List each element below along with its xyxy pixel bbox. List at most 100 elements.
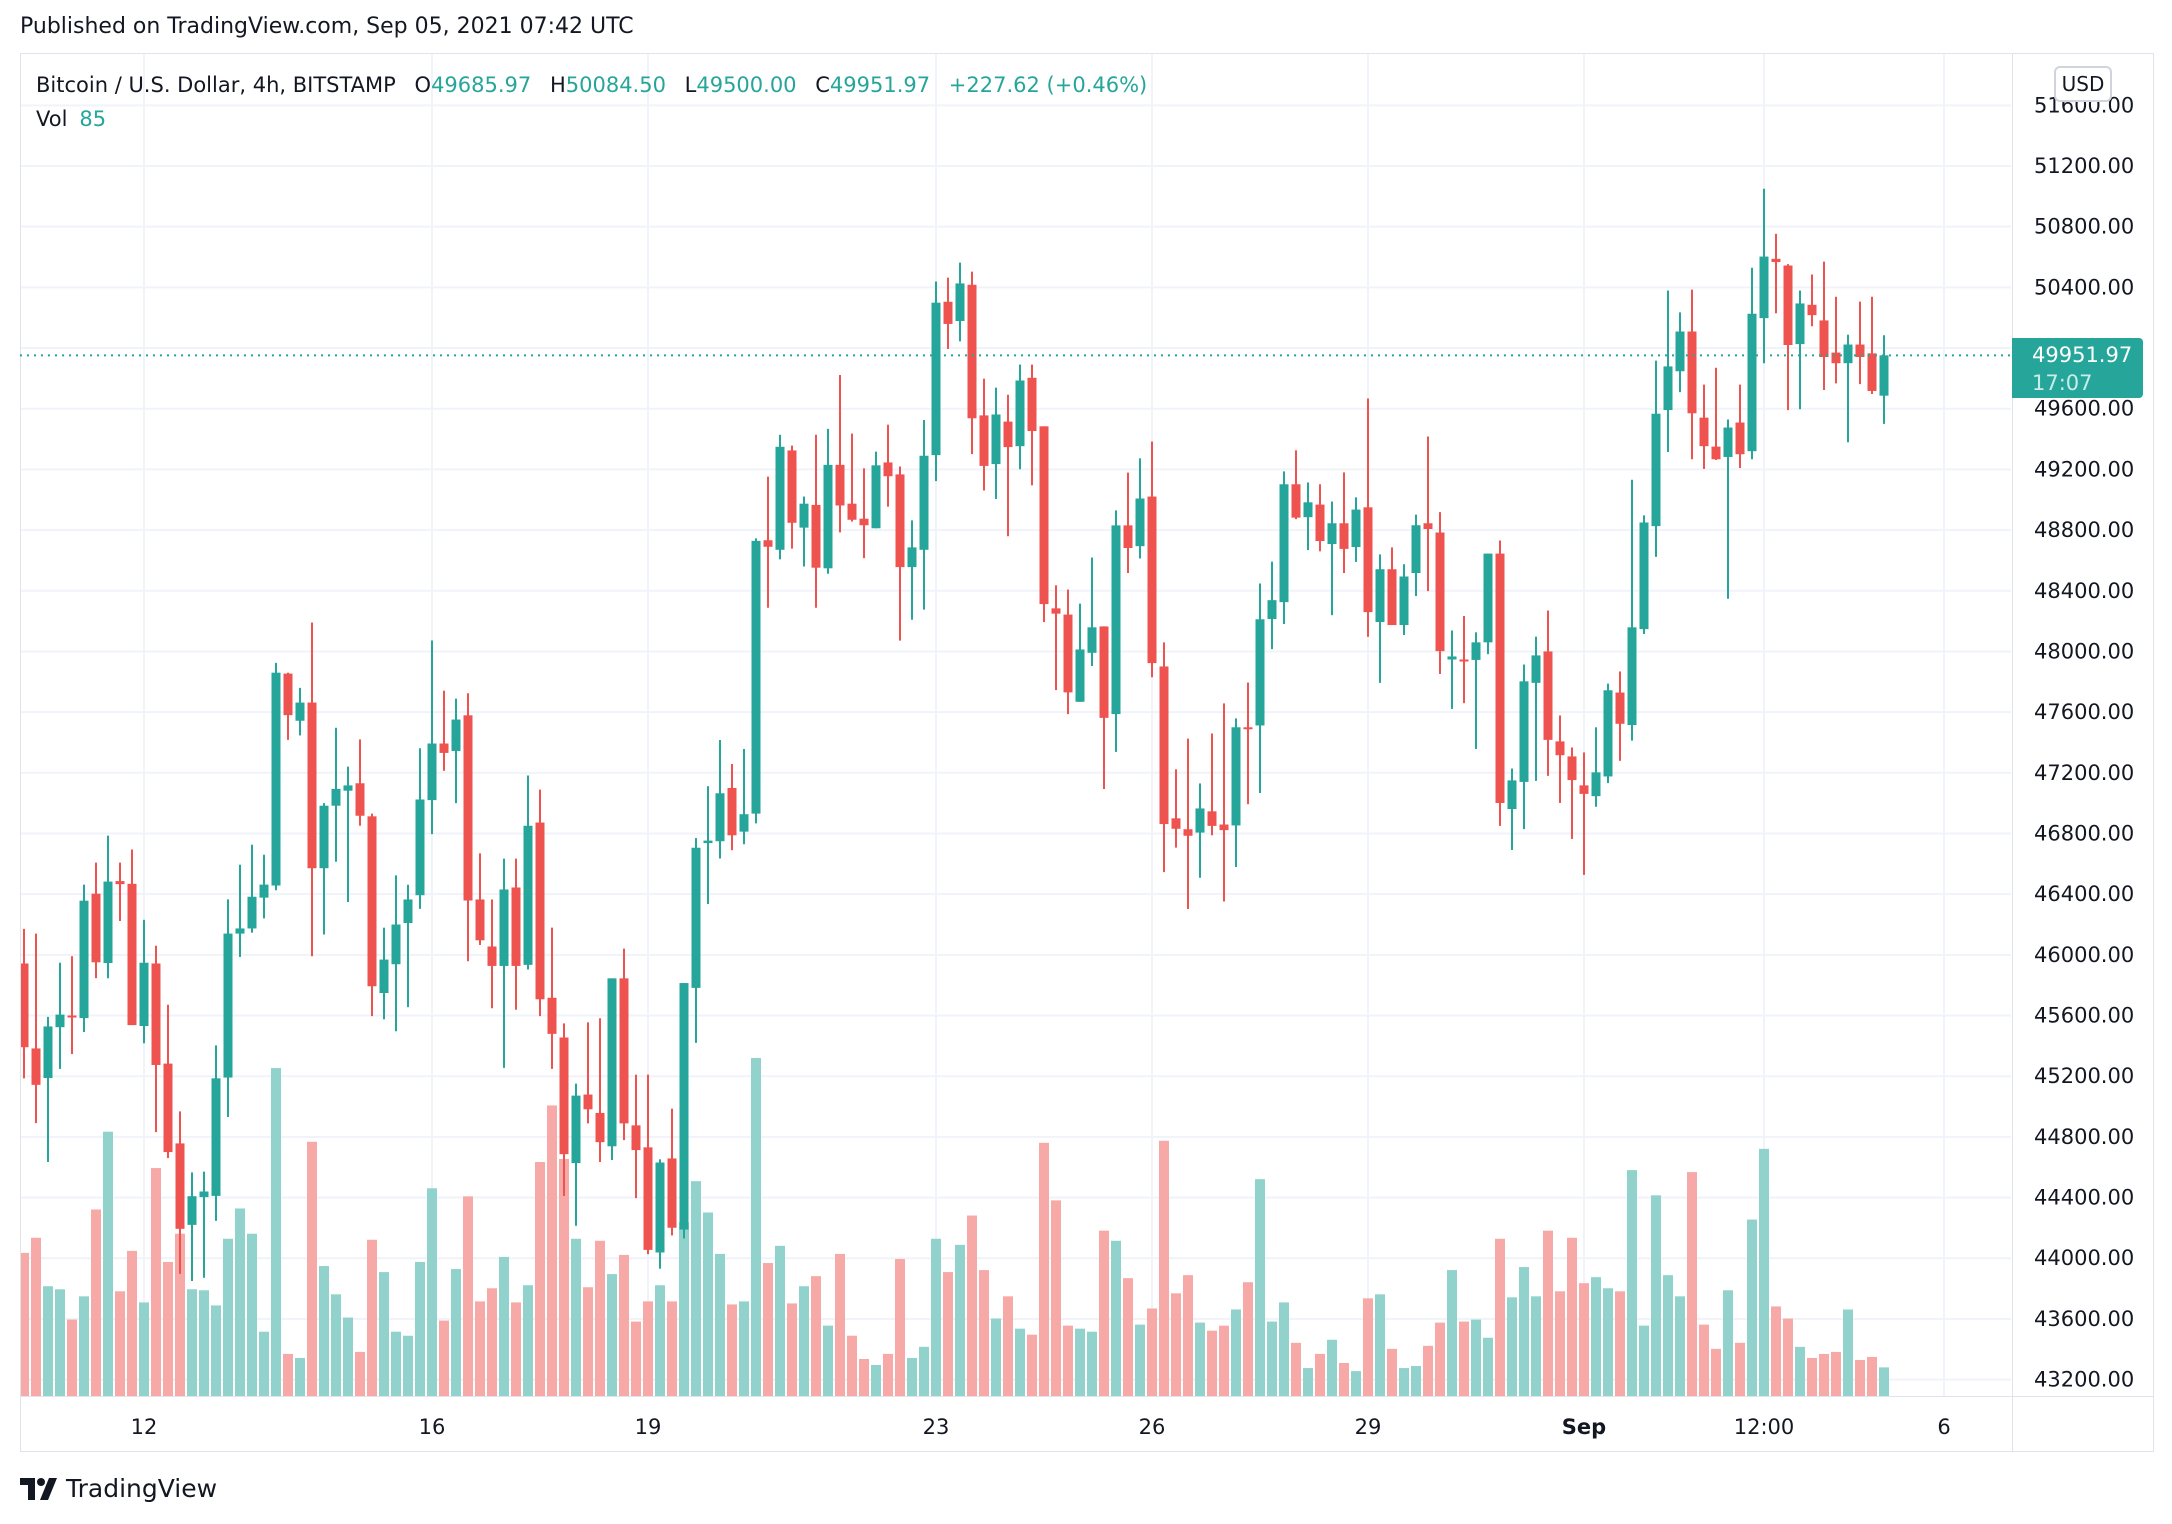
volume-bar [223,1238,233,1396]
volume-bar [1063,1325,1073,1396]
volume-bar [1351,1371,1361,1396]
candle [1039,426,1049,623]
candle-body [103,881,113,964]
volume-bar [1135,1324,1145,1396]
tradingview-logo[interactable]: TradingView [20,1474,217,1503]
candle [907,520,917,620]
candle [139,919,149,1044]
volume-bar [403,1335,413,1396]
candle-body [127,883,137,1026]
volume-bar [547,1105,557,1396]
candle [1063,589,1073,715]
volume-bar [187,1289,197,1396]
candle-body [1627,627,1637,726]
candle-body [151,963,161,1065]
volume-bar [571,1238,581,1396]
candle [235,864,245,957]
price-tick-label: 44000.00 [2034,1246,2134,1270]
symbol-title[interactable]: Bitcoin / U.S. Dollar, 4h, BITSTAMP [36,73,396,97]
candle-body [67,1015,77,1018]
price-tick-label: 46400.00 [2034,882,2134,906]
legend-ohlc-row: Bitcoin / U.S. Dollar, 4h, BITSTAMP O496… [36,70,1147,104]
volume-bar [907,1357,917,1396]
candle-body [1735,422,1745,455]
candle [295,687,305,736]
candle-body [115,881,125,885]
candle-body [1231,727,1241,826]
tradingview-brand: TradingView [66,1474,218,1503]
volume-bar [1195,1322,1205,1396]
candle [979,378,989,491]
candle-body [1819,320,1829,357]
volume-bar [703,1212,713,1396]
time-tick-label: 19 [635,1415,662,1439]
candle-body [1015,380,1025,447]
candle-body [895,474,905,568]
candle [1075,603,1085,702]
volume-label[interactable]: Vol [36,107,68,131]
candle [259,854,269,919]
volume-bar [1711,1348,1721,1396]
volume-bar [811,1276,821,1396]
volume-bar [895,1258,905,1396]
volume-bar [235,1208,245,1396]
time-axis[interactable]: 12 16 19 23 26 29 Sep 12:00 6 [131,1415,1951,1439]
candle [1771,233,1781,314]
candle-body [211,1078,221,1196]
volume-bar [619,1254,629,1396]
candle [1315,484,1325,552]
candle [1519,664,1529,830]
price-tick-label: 43600.00 [2034,1307,2134,1331]
candle [1423,436,1433,592]
candle-body [619,978,629,1124]
candle-body [631,1125,641,1151]
candle-body [1855,344,1865,357]
candle [883,424,893,507]
candle-body [1675,331,1685,372]
volume-bar [955,1244,965,1396]
candle-body [307,702,317,869]
volume-bar [1519,1267,1529,1396]
volume-bar [943,1272,953,1396]
time-tick-label: 23 [923,1415,950,1439]
candle-body [679,983,689,1230]
candle-body [21,963,29,1048]
candle-body [1291,484,1301,518]
volume-bar [967,1215,977,1396]
candle [403,884,413,1008]
candle [1147,441,1157,678]
candle-body [1651,413,1661,527]
volume-bar [367,1239,377,1396]
price-tick-label: 51200.00 [2034,154,2134,178]
candle-body [691,847,701,988]
candle [1879,335,1889,424]
candle-body [991,414,1001,465]
price-axis[interactable]: 43200.00 43600.00 44000.00 44400.00 44800.00… [2034,93,2134,1391]
currency-button[interactable]: USD [2054,66,2112,102]
volume-bar [1651,1195,1661,1396]
candle [1099,626,1109,790]
volume-bar [139,1302,149,1396]
candle [1867,296,1877,395]
volume-bar [1723,1290,1733,1396]
volume-bar [463,1196,473,1396]
candle-body [511,887,521,966]
candle [1735,384,1745,469]
candle-body [751,540,761,814]
candle-body [1639,522,1649,630]
price-tick-label: 46000.00 [2034,943,2134,967]
candle [835,375,845,533]
candle [1015,364,1025,470]
volume-bar [727,1304,737,1396]
candle [21,928,29,1079]
candle-body [775,446,785,550]
bar-countdown: 17:07 [2032,371,2093,395]
candle-body [1051,608,1061,614]
candle-body [1747,313,1757,452]
volume-bar [319,1266,329,1396]
candle-body [1483,553,1493,643]
candle [535,789,545,1017]
candle [667,1108,677,1236]
candle [1159,642,1169,873]
